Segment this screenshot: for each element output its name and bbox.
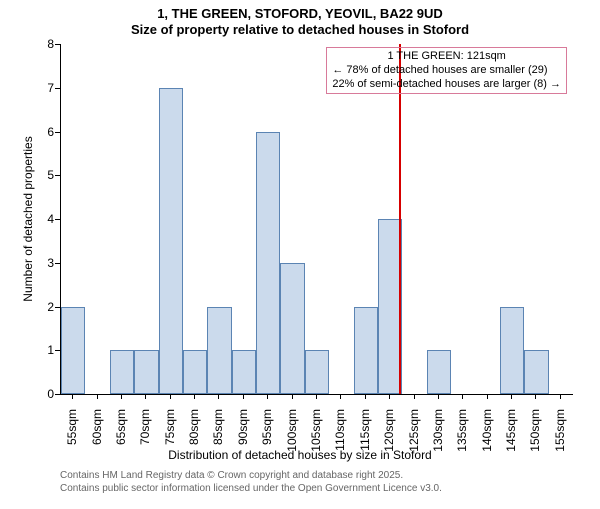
x-tick-label: 105sqm <box>309 409 323 509</box>
x-tick-mark <box>316 394 317 399</box>
bar <box>232 350 256 394</box>
x-tick-label: 110sqm <box>333 409 347 509</box>
x-tick-label: 135sqm <box>455 409 469 509</box>
chart-container: 1, THE GREEN, STOFORD, YEOVIL, BA22 9UD … <box>0 0 600 500</box>
marker-line <box>399 44 401 394</box>
plot-area: 1 THE GREEN: 121sqm← 78% of detached hou… <box>60 44 573 395</box>
x-tick-mark <box>365 394 366 399</box>
y-tick-label: 6 <box>47 125 54 139</box>
x-tick-mark <box>487 394 488 399</box>
y-tick-mark <box>55 350 60 351</box>
x-tick-mark <box>414 394 415 399</box>
x-tick-label: 90sqm <box>236 409 250 509</box>
y-tick-label: 7 <box>47 81 54 95</box>
bar <box>61 307 85 395</box>
y-tick-label: 2 <box>47 300 54 314</box>
callout-box: 1 THE GREEN: 121sqm← 78% of detached hou… <box>326 47 567 94</box>
y-tick-label: 0 <box>47 387 54 401</box>
x-tick-label: 95sqm <box>260 409 274 509</box>
y-tick-mark <box>55 219 60 220</box>
x-tick-mark <box>170 394 171 399</box>
bar <box>354 307 378 395</box>
bar <box>280 263 304 394</box>
x-tick-label: 125sqm <box>407 409 421 509</box>
y-tick-label: 1 <box>47 343 54 357</box>
y-tick-mark <box>55 44 60 45</box>
callout-line: ← 78% of detached houses are smaller (29… <box>332 64 561 78</box>
chart-title-line1: 1, THE GREEN, STOFORD, YEOVIL, BA22 9UD <box>0 6 600 21</box>
x-tick-label: 155sqm <box>553 409 567 509</box>
x-tick-mark <box>438 394 439 399</box>
x-tick-label: 70sqm <box>138 409 152 509</box>
x-tick-mark <box>511 394 512 399</box>
bar <box>159 88 183 394</box>
y-tick-mark <box>55 132 60 133</box>
x-tick-label: 130sqm <box>431 409 445 509</box>
x-tick-mark <box>292 394 293 399</box>
x-tick-label: 120sqm <box>382 409 396 509</box>
x-tick-mark <box>194 394 195 399</box>
y-tick-label: 8 <box>47 37 54 51</box>
y-tick-mark <box>55 175 60 176</box>
bar <box>207 307 231 395</box>
bar <box>305 350 329 394</box>
x-tick-label: 80sqm <box>187 409 201 509</box>
bar <box>110 350 134 394</box>
y-tick-label: 5 <box>47 168 54 182</box>
bar <box>183 350 207 394</box>
x-tick-mark <box>560 394 561 399</box>
bar <box>500 307 524 395</box>
y-tick-label: 4 <box>47 212 54 226</box>
x-tick-label: 65sqm <box>114 409 128 509</box>
y-tick-label: 3 <box>47 256 54 270</box>
x-tick-mark <box>121 394 122 399</box>
x-tick-mark <box>145 394 146 399</box>
x-tick-mark <box>267 394 268 399</box>
x-tick-label: 100sqm <box>285 409 299 509</box>
x-tick-label: 55sqm <box>65 409 79 509</box>
bar <box>134 350 158 394</box>
x-tick-label: 140sqm <box>480 409 494 509</box>
y-axis-label: Number of detached properties <box>21 119 35 319</box>
bar <box>256 132 280 395</box>
callout-line: 1 THE GREEN: 121sqm <box>332 50 561 64</box>
callout-line: 22% of semi-detached houses are larger (… <box>332 78 561 92</box>
chart-title-line2: Size of property relative to detached ho… <box>0 22 600 37</box>
bar <box>524 350 548 394</box>
bar <box>427 350 451 394</box>
x-tick-mark <box>535 394 536 399</box>
x-tick-label: 60sqm <box>90 409 104 509</box>
x-tick-mark <box>97 394 98 399</box>
x-tick-label: 115sqm <box>358 409 372 509</box>
y-tick-mark <box>55 307 60 308</box>
x-tick-mark <box>462 394 463 399</box>
x-tick-mark <box>218 394 219 399</box>
x-tick-mark <box>389 394 390 399</box>
x-tick-mark <box>72 394 73 399</box>
title-block: 1, THE GREEN, STOFORD, YEOVIL, BA22 9UD … <box>0 6 600 37</box>
y-tick-mark <box>55 263 60 264</box>
x-tick-mark <box>243 394 244 399</box>
x-tick-label: 85sqm <box>211 409 225 509</box>
x-tick-label: 150sqm <box>528 409 542 509</box>
x-tick-label: 75sqm <box>163 409 177 509</box>
x-tick-mark <box>340 394 341 399</box>
x-tick-label: 145sqm <box>504 409 518 509</box>
y-tick-mark <box>55 88 60 89</box>
y-tick-mark <box>55 394 60 395</box>
